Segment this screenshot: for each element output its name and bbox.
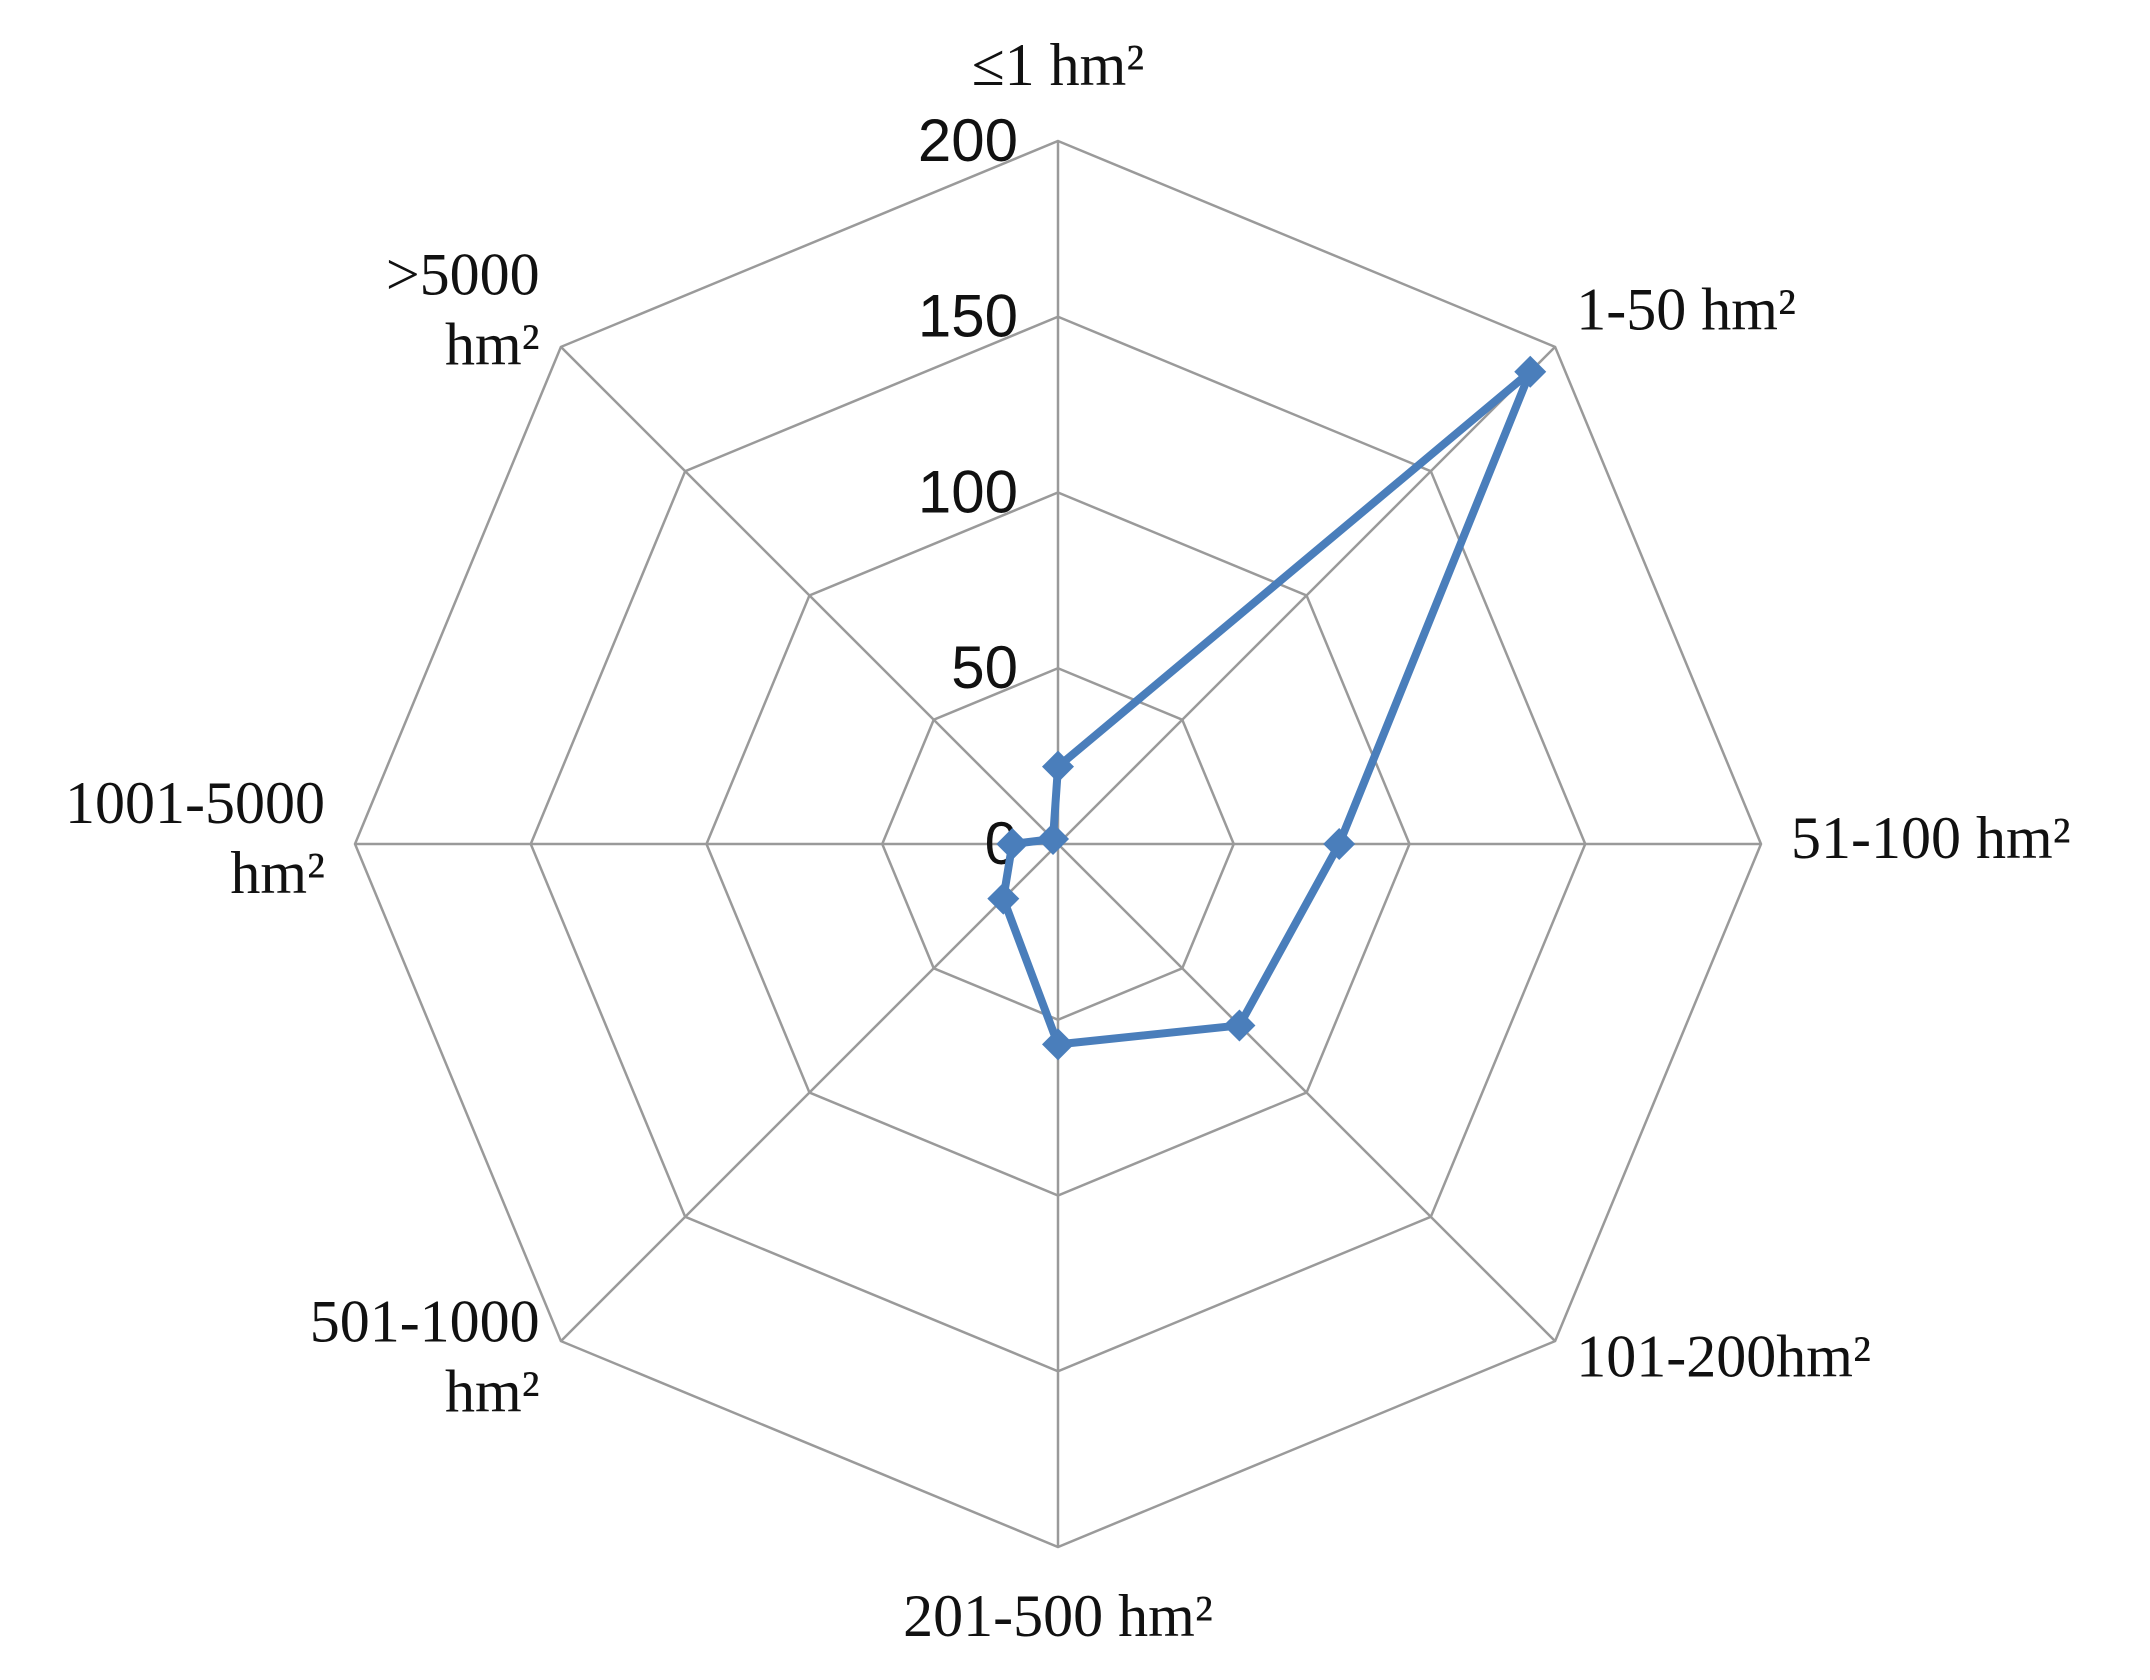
category-label: 101-200hm² [1576, 1323, 1871, 1389]
spoke [560, 843, 1059, 1342]
y-tick-label: 150 [918, 283, 1018, 350]
marker [996, 828, 1029, 860]
marker [1042, 1028, 1074, 1061]
marker [987, 882, 1020, 915]
y-tick-label: 200 [918, 107, 1018, 174]
series-line [999, 367, 1535, 1049]
spoke [1057, 346, 1556, 845]
category-label: 1-50 hm² [1576, 276, 1796, 342]
category-label: 201-500 hm² [903, 1583, 1213, 1649]
y-tick-label: 50 [951, 634, 1018, 701]
marker [1514, 355, 1547, 388]
category-label: 51-100 hm² [1791, 805, 2071, 871]
category-label: ≤1 hm² [972, 32, 1145, 98]
category-label: 1001-5000 hm² [65, 770, 325, 906]
category-label: >5000 hm² [386, 241, 540, 377]
spoke [560, 346, 1059, 845]
marker [1037, 823, 1070, 856]
marker [1223, 1009, 1256, 1042]
marker [1042, 750, 1074, 783]
marker [1323, 828, 1356, 860]
spoke [1057, 843, 1556, 1342]
y-tick-label: 100 [918, 458, 1018, 525]
category-label: 501-1000 hm² [310, 1288, 540, 1424]
